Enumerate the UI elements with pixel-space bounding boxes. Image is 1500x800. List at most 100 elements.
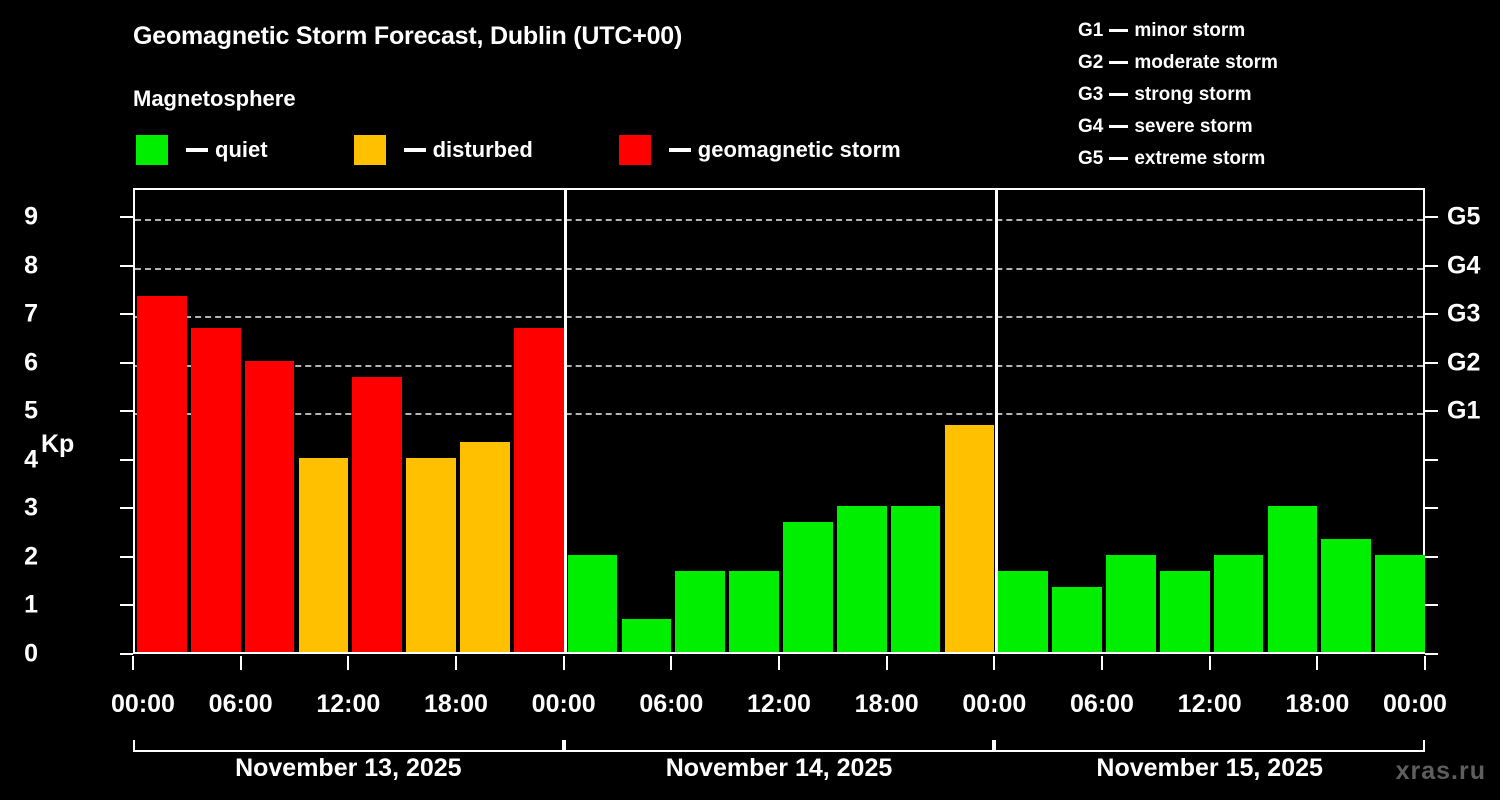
x-tick-mark	[1316, 656, 1319, 670]
gridline	[135, 316, 1423, 319]
legend-entry-quiet: quiet	[136, 135, 268, 165]
bar-quiet	[621, 619, 672, 652]
bar-storm	[190, 328, 241, 652]
g-legend-row-g5: G5 extreme storm	[1078, 142, 1278, 174]
g-legend-code: G2	[1078, 51, 1104, 73]
date-bracket	[563, 740, 995, 752]
x-tick-label: 18:00	[424, 690, 488, 718]
y-tick-mark	[120, 361, 133, 364]
legend-dash-icon	[668, 148, 691, 152]
date-bracket	[994, 740, 1425, 752]
g-legend-row-g4: G4 severe storm	[1078, 110, 1278, 142]
legend-entry-disturbed: disturbed	[353, 135, 533, 165]
date-label: November 15, 2025	[1096, 754, 1323, 782]
gridline	[135, 267, 1423, 270]
x-tick-mark	[885, 656, 888, 670]
y-tick-label: 6	[24, 348, 38, 377]
legend-label: disturbed	[432, 137, 533, 162]
bar-quiet	[1267, 506, 1318, 652]
y-tick-label: 2	[24, 542, 38, 571]
x-tick-label: 12:00	[747, 690, 811, 718]
x-tick-label: 12:00	[1177, 690, 1242, 718]
g-legend-description: moderate storm	[1134, 51, 1278, 73]
watermark: xras.ru	[1395, 757, 1486, 785]
y-tick-mark	[120, 313, 133, 316]
legend-entry-storm: geomagnetic storm	[618, 135, 901, 165]
gridline	[135, 219, 1423, 222]
y-tick-mark	[120, 604, 133, 607]
bar-quiet	[890, 506, 941, 652]
g-legend-code: G5	[1078, 147, 1104, 169]
bar-storm	[137, 296, 187, 652]
g-tick-mark-minor	[1425, 264, 1438, 267]
bar-quiet	[1321, 538, 1372, 652]
g-tick-mark-minor	[1425, 555, 1438, 558]
x-tick-label: 18:00	[1285, 690, 1350, 718]
y-tick-label: 1	[24, 590, 38, 619]
x-tick-label: 00:00	[531, 690, 596, 718]
x-tick-label: 12:00	[316, 690, 381, 718]
g-legend-description: extreme storm	[1134, 147, 1266, 169]
x-tick-label: 06:00	[208, 690, 273, 718]
date-label: November 13, 2025	[235, 754, 462, 782]
g-legend-code: G4	[1078, 115, 1104, 137]
g-legend-dash-icon	[1109, 60, 1129, 64]
g-legend-dash-icon	[1109, 28, 1129, 32]
x-tick-mark	[1101, 656, 1103, 670]
y-tick-label: 4	[24, 445, 38, 474]
bar-quiet	[783, 522, 833, 652]
g-axis-label: G5	[1447, 202, 1481, 231]
g-tick-mark-minor	[1425, 653, 1438, 655]
g-legend-dash-icon	[1109, 92, 1129, 96]
chart-subtitle: Magnetosphere	[133, 86, 296, 111]
x-tick-mark	[670, 656, 673, 670]
y-tick-mark	[120, 458, 133, 461]
g-legend-description: minor storm	[1134, 19, 1246, 41]
gridline	[135, 413, 1423, 416]
x-tick-mark	[778, 656, 780, 670]
g-legend-code: G3	[1078, 83, 1104, 105]
x-tick-label: 18:00	[854, 690, 919, 718]
bar-storm	[352, 376, 403, 652]
x-tick-mark	[455, 656, 457, 670]
g-tick-mark-minor	[1425, 313, 1438, 316]
x-tick-label: 06:00	[639, 690, 704, 718]
g-tick-mark-minor	[1425, 507, 1438, 510]
legend-label: geomagnetic storm	[697, 137, 901, 162]
g-tick-mark-minor	[1425, 410, 1438, 413]
y-tick-label: 0	[24, 639, 38, 668]
y-tick-mark	[120, 555, 133, 558]
g-legend-description: strong storm	[1134, 83, 1252, 105]
legend-label: quiet	[215, 137, 268, 162]
y-tick-mark	[120, 507, 133, 510]
plot-inner	[135, 190, 1425, 652]
y-tick-mark	[120, 216, 133, 219]
bar-quiet	[998, 570, 1049, 652]
x-tick-mark	[1424, 656, 1426, 670]
g-legend-row-g3: G3 strong storm	[1078, 78, 1278, 110]
gridline	[135, 364, 1423, 367]
page-title: Geomagnetic Storm Forecast, Dublin (UTC+…	[133, 22, 683, 50]
bar-disturbed	[406, 457, 456, 652]
g-legend-dash-icon	[1109, 124, 1129, 128]
y-tick-label: 8	[24, 251, 38, 280]
g-legend-description: severe storm	[1134, 115, 1253, 137]
bar-storm	[244, 360, 295, 652]
x-tick-label: 00:00	[1383, 690, 1447, 718]
plot-area	[133, 188, 1425, 654]
y-tick-label: 9	[24, 202, 38, 231]
g-tick-mark-minor	[1425, 458, 1438, 461]
legend-dash-icon	[186, 148, 208, 152]
y-tick-mark	[120, 264, 133, 267]
y-tick-label: 3	[24, 493, 38, 522]
g-axis-label: G2	[1447, 348, 1481, 377]
g-tick-mark-minor	[1425, 361, 1438, 364]
x-tick-mark	[1208, 656, 1211, 670]
bar-disturbed	[944, 425, 995, 652]
g-scale-legend: G1 minor storm G2 moderate storm G3 strong st…	[1078, 14, 1278, 174]
x-tick-mark	[347, 656, 350, 670]
g-legend-row-g1: G1 minor storm	[1078, 14, 1278, 46]
bar-disturbed	[460, 441, 510, 652]
x-tick-mark	[239, 656, 242, 670]
bar-quiet	[1106, 554, 1156, 652]
